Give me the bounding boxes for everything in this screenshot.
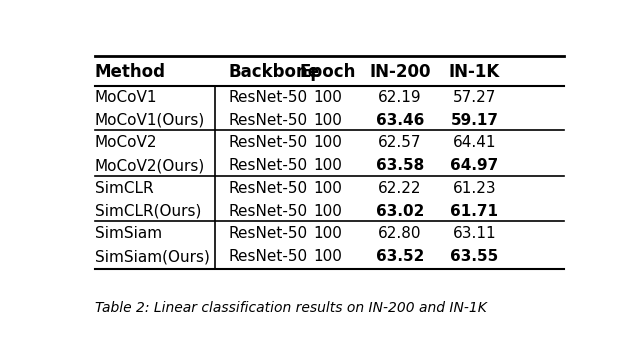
Text: IN-1K: IN-1K [449,63,500,81]
Text: 63.58: 63.58 [376,158,424,173]
Text: Method: Method [95,63,166,81]
Text: 100: 100 [314,226,342,242]
Text: Backbone: Backbone [229,63,320,81]
Text: 62.22: 62.22 [378,181,422,196]
Text: 63.02: 63.02 [376,204,424,219]
Text: SimSiam(Ours): SimSiam(Ours) [95,249,210,264]
Text: ResNet-50: ResNet-50 [229,181,308,196]
Text: MoCoV1: MoCoV1 [95,90,157,105]
Text: 100: 100 [314,90,342,105]
Text: Epoch: Epoch [300,63,356,81]
Text: 100: 100 [314,135,342,150]
Text: ResNet-50: ResNet-50 [229,158,308,173]
Text: ResNet-50: ResNet-50 [229,135,308,150]
Text: ResNet-50: ResNet-50 [229,249,308,264]
Text: MoCoV2: MoCoV2 [95,135,157,150]
Text: 64.97: 64.97 [450,158,499,173]
Text: SimSiam: SimSiam [95,226,162,242]
Text: 63.46: 63.46 [376,113,424,128]
Text: ResNet-50: ResNet-50 [229,226,308,242]
Text: MoCoV2(Ours): MoCoV2(Ours) [95,158,205,173]
Text: 57.27: 57.27 [452,90,496,105]
Text: 63.52: 63.52 [376,249,424,264]
Text: ResNet-50: ResNet-50 [229,90,308,105]
Text: 63.11: 63.11 [452,226,496,242]
Text: 100: 100 [314,181,342,196]
Text: SimCLR(Ours): SimCLR(Ours) [95,204,201,219]
Text: 100: 100 [314,158,342,173]
Text: 61.71: 61.71 [451,204,499,219]
Text: Table 2: Linear classification results on IN-200 and IN-1K: Table 2: Linear classification results o… [95,301,487,315]
Text: ResNet-50: ResNet-50 [229,113,308,128]
Text: 59.17: 59.17 [451,113,499,128]
Text: 62.19: 62.19 [378,90,422,105]
Text: ResNet-50: ResNet-50 [229,204,308,219]
Text: 62.57: 62.57 [378,135,422,150]
Text: 63.55: 63.55 [450,249,499,264]
Text: 61.23: 61.23 [452,181,496,196]
Text: IN-200: IN-200 [369,63,431,81]
Text: 100: 100 [314,204,342,219]
Text: 64.41: 64.41 [452,135,496,150]
Text: 62.80: 62.80 [378,226,422,242]
Text: SimCLR: SimCLR [95,181,154,196]
Text: 100: 100 [314,249,342,264]
Text: 100: 100 [314,113,342,128]
Text: MoCoV1(Ours): MoCoV1(Ours) [95,113,205,128]
